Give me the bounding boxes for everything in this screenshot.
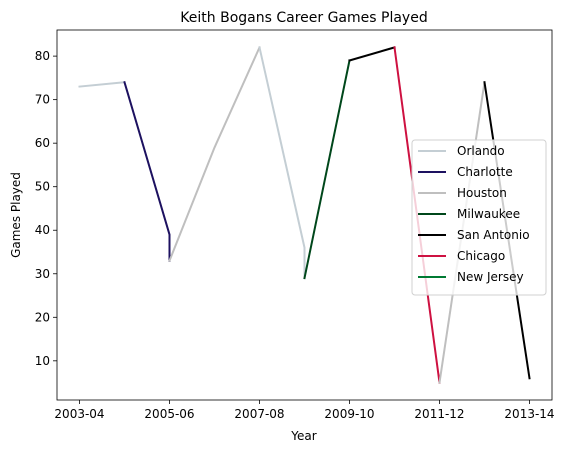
y-tick-label: 20 — [35, 310, 50, 324]
x-tick-label: 2013-14 — [504, 407, 554, 421]
legend-label: San Antonio — [457, 228, 530, 242]
series-line-charlotte-1 — [123, 80, 171, 262]
series-line-san-antonio-5 — [348, 46, 396, 62]
x-tick-label: 2003-04 — [54, 407, 104, 421]
x-tick-label: 2009-10 — [324, 407, 374, 421]
y-tick-label: 40 — [35, 223, 50, 237]
legend-label: Charlotte — [457, 165, 513, 179]
y-tick-label: 10 — [35, 354, 50, 368]
series-line-orlando-3 — [258, 46, 306, 280]
x-axis: 2003-04 2005-06 2007-08 2009-10 2011-12 2013-… — [54, 400, 555, 421]
y-tick-label: 60 — [35, 136, 50, 150]
y-axis-label: Games Played — [9, 172, 23, 258]
legend-label: Milwaukee — [457, 207, 520, 221]
y-tick-label: 80 — [35, 49, 50, 63]
x-tick-label: 2007-08 — [234, 407, 284, 421]
y-tick-label: 70 — [35, 93, 50, 107]
x-tick-label: 2011-12 — [414, 407, 464, 421]
series-line-houston-2 — [168, 46, 261, 263]
legend-label: New Jersey — [457, 270, 524, 284]
y-tick-label: 50 — [35, 180, 50, 194]
x-tick-label: 2005-06 — [144, 407, 194, 421]
chart-title: Keith Bogans Career Games Played — [180, 10, 427, 26]
x-axis-label: Year — [290, 429, 316, 443]
series-line-orlando-0 — [78, 81, 126, 88]
legend: Orlando Charlotte Houston Milwaukee San Anto… — [411, 139, 547, 296]
y-axis: 10 20 30 40 50 60 70 80 — [35, 49, 57, 368]
plot-frame — [56, 29, 553, 401]
legend-label: Orlando — [457, 144, 505, 158]
legend-label: Houston — [457, 186, 507, 200]
legend-label: Chicago — [457, 249, 505, 263]
series-line-milwaukee-4 — [303, 59, 351, 280]
y-tick-label: 30 — [35, 267, 50, 281]
